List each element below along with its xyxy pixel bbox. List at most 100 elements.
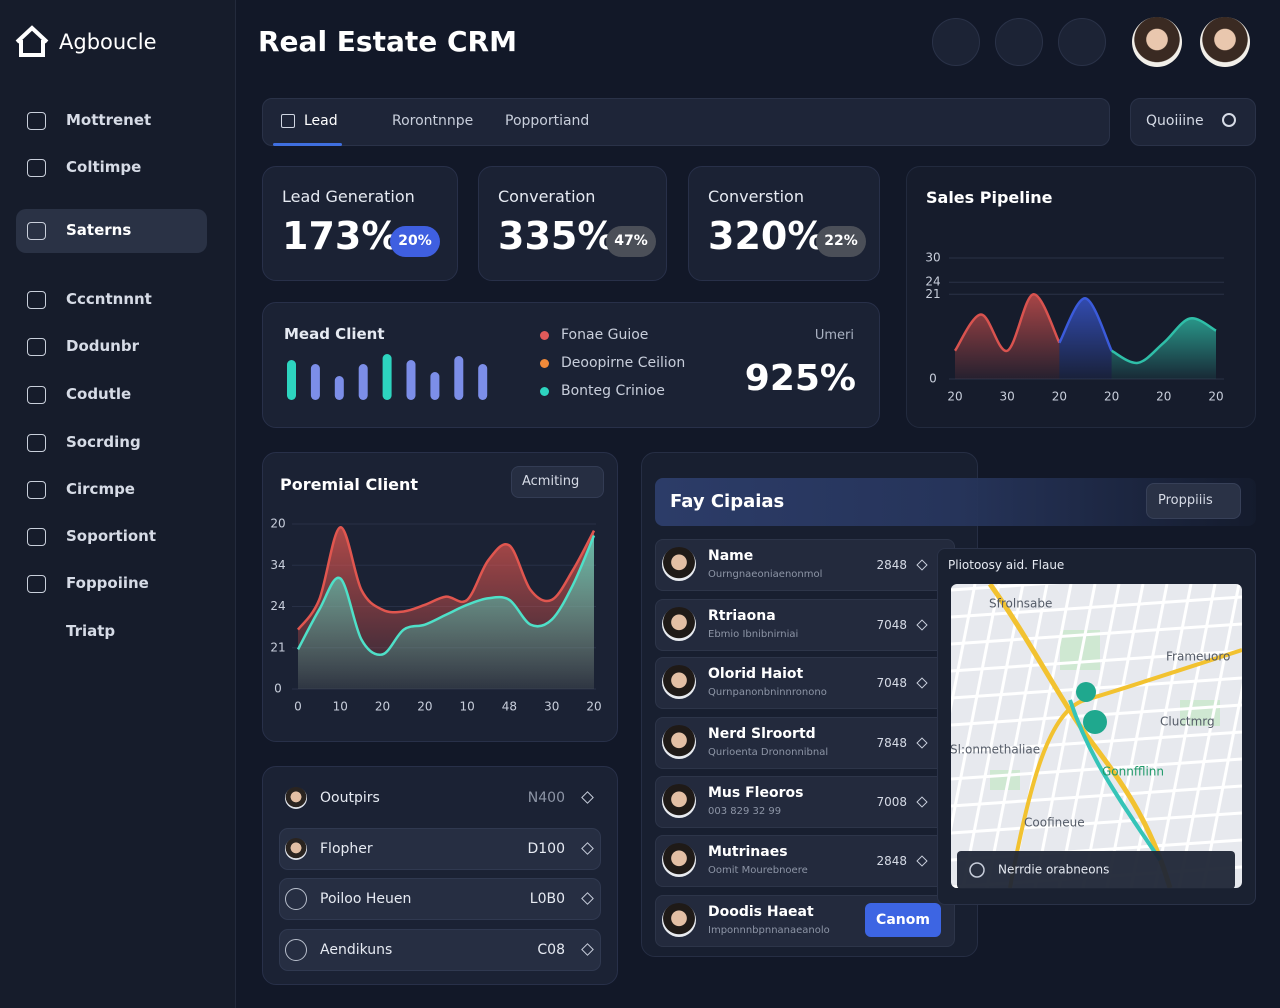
- nav-icon: [27, 386, 46, 404]
- brand-name: Agboucle: [59, 30, 157, 55]
- row-avatar: [662, 725, 696, 759]
- tab-underline: [273, 143, 342, 146]
- header-title: Real Estate CRM: [258, 25, 517, 58]
- header-icon-button[interactable]: [1058, 18, 1106, 66]
- row-name: Rtriaona: [708, 607, 776, 624]
- map-title: Pliotoosy aid. Flaue: [948, 558, 1065, 573]
- contact-value: C08: [537, 942, 565, 958]
- kpi-label: Umeri: [814, 328, 854, 343]
- stat-value: 335%: [498, 214, 616, 259]
- row-value: 7048: [876, 618, 907, 632]
- nav-item[interactable]: Coltimpe: [66, 158, 142, 177]
- row-value: 7008: [876, 795, 907, 809]
- list-filter-label: Proppiiis: [1158, 492, 1213, 508]
- dropdown-label: Acmiting: [522, 473, 580, 489]
- row-avatar: [662, 547, 696, 581]
- legend-label: Fonae Guioe: [561, 326, 649, 343]
- nav-item[interactable]: Dodunbr: [66, 337, 139, 356]
- list-row[interactable]: [655, 835, 955, 887]
- contact-row[interactable]: [279, 929, 601, 971]
- row-name: Name: [708, 547, 754, 564]
- map-card: [937, 548, 1256, 905]
- card-title: Poremial Client: [280, 474, 419, 494]
- row-avatar: [662, 665, 696, 699]
- row-sub: Qurioenta Drononnibnal: [708, 746, 829, 758]
- row-sub: Imponnnbpnnanaeanolo: [708, 924, 830, 936]
- nav-item[interactable]: Mottrenet: [66, 111, 152, 130]
- tab[interactable]: Popportiand: [505, 112, 590, 129]
- row-sub: Oomit Mourebnoere: [708, 864, 808, 876]
- contact-row[interactable]: [279, 828, 601, 870]
- row-sub: Qurnpanonbninnronono: [708, 686, 827, 698]
- stat-card: [688, 166, 880, 281]
- row-name: Doodis Haeat: [708, 903, 814, 920]
- tab[interactable]: Rorontnnpe: [392, 112, 474, 129]
- nav-icon: [27, 291, 46, 309]
- header-icon-button[interactable]: [932, 18, 980, 66]
- row-avatar: [662, 607, 696, 641]
- row-value: 7048: [876, 676, 907, 690]
- tab-icon: [281, 114, 295, 128]
- contact-avatar: [285, 888, 307, 910]
- stat-label: Lead Generation: [282, 186, 415, 206]
- contact-name: Flopher: [320, 840, 373, 857]
- header-icon-button[interactable]: [995, 18, 1043, 66]
- stat-value: 320%: [708, 214, 826, 259]
- legend-label: Deoopirne Ceilion: [561, 354, 686, 371]
- nav-icon: [27, 575, 46, 593]
- legend-dot: [540, 331, 549, 340]
- nav-item[interactable]: Soportiont: [66, 527, 157, 546]
- tab[interactable]: Lead: [304, 112, 338, 129]
- nav-icon: [27, 481, 46, 499]
- contact-avatar: [285, 838, 307, 860]
- list-title: Fay Cipaias: [670, 491, 785, 513]
- tab-bar: [262, 98, 1110, 146]
- card-title: Mead Client: [284, 325, 385, 344]
- stat-label: Converation: [498, 186, 596, 206]
- stat-badge: 22%: [816, 226, 866, 257]
- stat-value: 173%: [282, 214, 400, 259]
- user-avatar[interactable]: [1200, 17, 1250, 67]
- stat-label: Converstion: [708, 186, 804, 206]
- nav-icon: [27, 528, 46, 546]
- nav-item[interactable]: Foppoiine: [66, 574, 149, 593]
- sidebar: [0, 0, 236, 1008]
- row-name: Mutrinaes: [708, 843, 788, 860]
- list-row[interactable]: [655, 539, 955, 591]
- nav-item[interactable]: Circmpe: [66, 480, 135, 499]
- nav-item[interactable]: Triatp: [66, 622, 116, 641]
- contact-name: Aendikuns: [320, 941, 393, 958]
- list-row[interactable]: [655, 599, 955, 651]
- contact-row[interactable]: [279, 878, 601, 920]
- nav-item[interactable]: Codutle: [66, 385, 132, 404]
- legend-label: Bonteg Crinioe: [561, 382, 665, 399]
- contact-name: Ooutpirs: [320, 789, 380, 806]
- stat-badge: 47%: [606, 226, 656, 257]
- list-row[interactable]: [655, 776, 955, 828]
- nav-item[interactable]: Saterns: [66, 221, 132, 240]
- stat-card: [262, 166, 458, 281]
- row-name: Nerd Slroortd: [708, 725, 816, 742]
- list-filter[interactable]: [1146, 483, 1241, 519]
- row-avatar: [662, 903, 696, 937]
- search-text: Quoiiine: [1146, 112, 1204, 129]
- nav-item[interactable]: Socrding: [66, 433, 141, 452]
- nav-item[interactable]: Cccntnnnt: [66, 290, 152, 309]
- row-avatar: [662, 784, 696, 818]
- list-button[interactable]: Canom: [865, 903, 941, 937]
- card-title: Sales Pipeline: [926, 187, 1053, 207]
- row-value: 2848: [876, 558, 907, 572]
- row-name: Mus Fleoros: [708, 784, 804, 801]
- contact-value: N400: [527, 790, 565, 806]
- contact-avatar: [285, 939, 307, 961]
- nav-icon: [27, 434, 46, 452]
- row-sub: Ebmio Ibnibnirniai: [708, 628, 799, 640]
- stat-card: [478, 166, 667, 281]
- list-row[interactable]: [655, 657, 955, 709]
- stat-badge: 20%: [390, 226, 440, 257]
- row-avatar: [662, 843, 696, 877]
- nav-icon: [27, 222, 46, 240]
- dropdown[interactable]: [511, 466, 604, 498]
- user-avatar[interactable]: [1132, 17, 1182, 67]
